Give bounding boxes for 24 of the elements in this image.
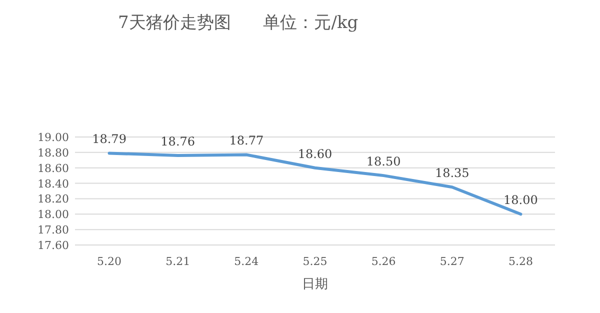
y-tick-label: 17.80 bbox=[38, 224, 69, 237]
y-tick-label: 19.00 bbox=[38, 131, 69, 144]
data-label: 18.76 bbox=[160, 134, 196, 149]
x-axis-title: 日期 bbox=[302, 277, 328, 292]
y-tick-label: 17.60 bbox=[38, 239, 69, 252]
data-label: 18.79 bbox=[92, 132, 126, 146]
x-tick-label: 5.20 bbox=[97, 255, 122, 268]
x-tick-label: 5.26 bbox=[371, 255, 396, 268]
data-label: 18.00 bbox=[504, 193, 538, 208]
y-tick-label: 18.40 bbox=[38, 177, 69, 190]
y-tick-label: 18.60 bbox=[38, 162, 69, 175]
x-tick-label: 5.21 bbox=[166, 255, 190, 268]
x-tick-label: 5.25 bbox=[302, 255, 328, 268]
x-tick-label: 5.27 bbox=[440, 255, 464, 268]
data-label: 18.60 bbox=[298, 146, 332, 161]
y-tick-label: 18.80 bbox=[38, 146, 69, 160]
data-label: 18.77 bbox=[229, 134, 264, 148]
data-label: 18.35 bbox=[434, 166, 470, 180]
data-label: 18.50 bbox=[366, 154, 401, 169]
y-tick-label: 18.00 bbox=[38, 208, 69, 222]
x-tick-label: 5.24 bbox=[234, 255, 259, 268]
x-tick-label: 5.28 bbox=[508, 255, 533, 268]
chart-title: 7天猪价走势图 单位：元/kg bbox=[118, 13, 358, 33]
y-tick-label: 18.20 bbox=[38, 192, 69, 206]
